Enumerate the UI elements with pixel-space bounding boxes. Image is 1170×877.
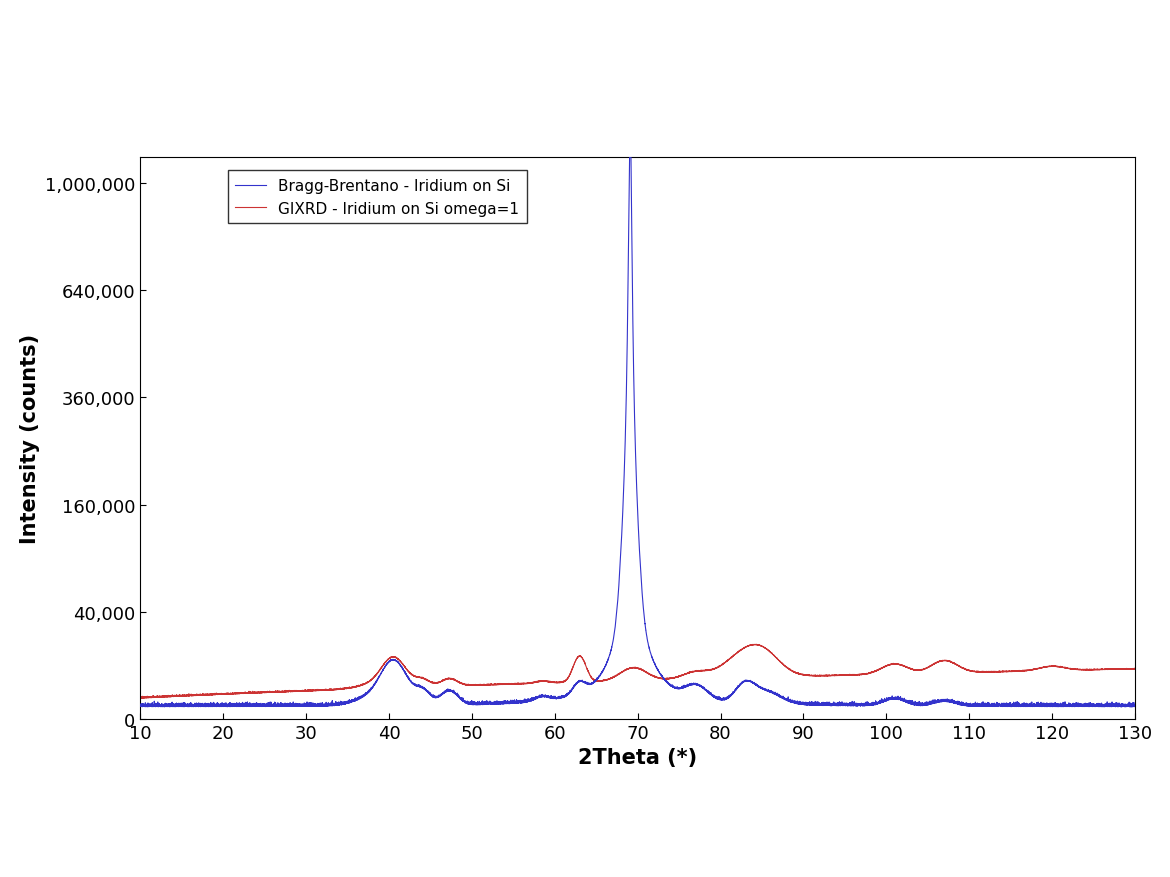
GIXRD - Iridium on Si omega=1	[1025, 665, 1039, 675]
Y-axis label: Intensity (counts): Intensity (counts)	[20, 333, 40, 544]
Bragg-Brentano - Iridium on Si	[1128, 702, 1142, 712]
Bragg-Brentano - Iridium on Si	[1025, 702, 1039, 712]
X-axis label: 2Theta (*): 2Theta (*)	[578, 747, 697, 767]
Line: Bragg-Brentano - Iridium on Si: Bragg-Brentano - Iridium on Si	[140, 158, 1135, 707]
GIXRD - Iridium on Si omega=1	[998, 667, 1012, 677]
Bragg-Brentano - Iridium on Si	[998, 698, 1012, 709]
Bragg-Brentano - Iridium on Si	[1126, 697, 1140, 708]
Bragg-Brentano - Iridium on Si	[1114, 701, 1128, 711]
Bragg-Brentano - Iridium on Si	[133, 701, 147, 711]
Legend: Bragg-Brentano - Iridium on Si, GIXRD - Iridium on Si omega=1: Bragg-Brentano - Iridium on Si, GIXRD - …	[228, 171, 526, 224]
Bragg-Brentano - Iridium on Si	[769, 688, 783, 698]
GIXRD - Iridium on Si omega=1	[135, 693, 149, 703]
GIXRD - Iridium on Si omega=1	[1114, 664, 1128, 674]
GIXRD - Iridium on Si omega=1	[133, 693, 147, 703]
Bragg-Brentano - Iridium on Si	[580, 679, 594, 689]
Line: GIXRD - Iridium on Si omega=1: GIXRD - Iridium on Si omega=1	[140, 645, 1135, 698]
Bragg-Brentano - Iridium on Si	[622, 153, 636, 163]
GIXRD - Iridium on Si omega=1	[749, 639, 763, 650]
GIXRD - Iridium on Si omega=1	[769, 652, 783, 662]
GIXRD - Iridium on Si omega=1	[1128, 664, 1142, 674]
GIXRD - Iridium on Si omega=1	[1126, 664, 1140, 674]
GIXRD - Iridium on Si omega=1	[580, 665, 594, 675]
Bragg-Brentano - Iridium on Si	[1123, 702, 1137, 712]
